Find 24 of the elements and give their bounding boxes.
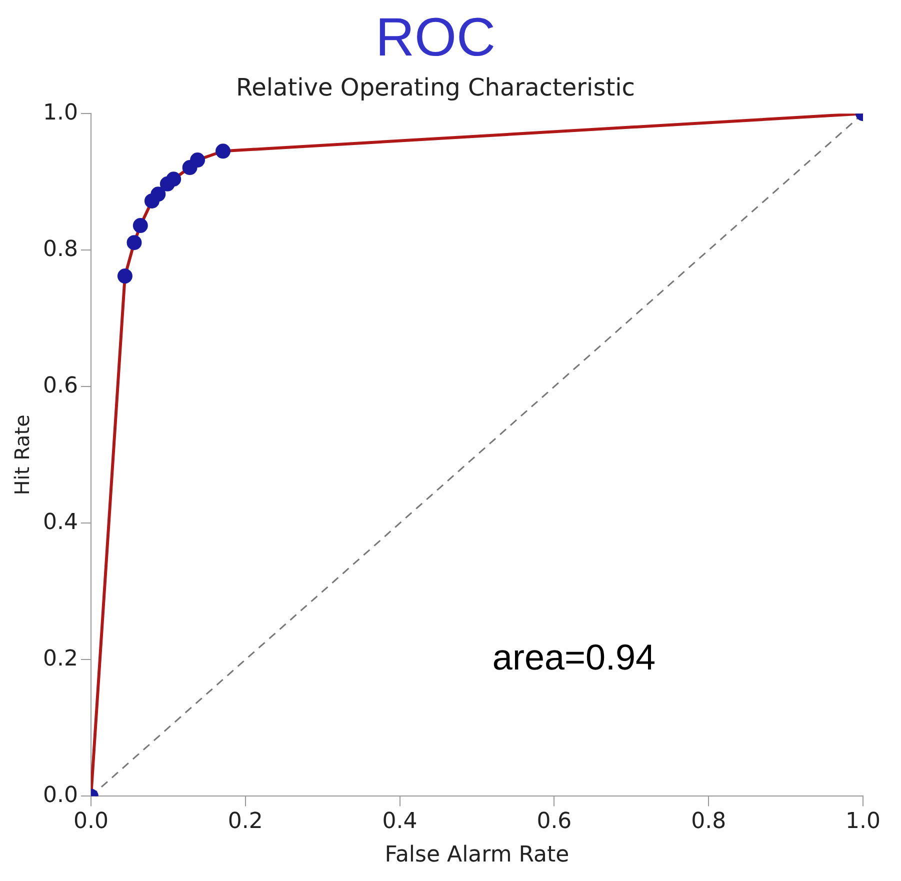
y-tick-label: 1.0 <box>42 100 78 126</box>
point <box>126 235 142 250</box>
y-tick-label: 0.6 <box>42 373 78 398</box>
y-tick-label: 0.4 <box>42 510 78 535</box>
y-axis-title: Hit Rate <box>10 414 34 496</box>
y-tick-label: 0.2 <box>42 646 78 672</box>
x-tick-label: 0.0 <box>73 809 108 834</box>
x-tick-label: 1.0 <box>846 809 880 834</box>
chart-title: ROC <box>376 7 496 68</box>
x-tick-label: 0.2 <box>228 809 263 834</box>
point <box>166 172 182 187</box>
point <box>150 186 166 202</box>
point <box>117 268 132 284</box>
chart-subtitle: Relative Operating Characteristic <box>236 73 635 102</box>
y-tick-label: 0.0 <box>42 782 78 808</box>
point <box>216 144 230 159</box>
x-tick-label: 0.8 <box>691 809 726 834</box>
annotation: area=0.94 <box>492 636 656 678</box>
x-tick-label: 0.6 <box>536 809 572 834</box>
point <box>132 218 148 234</box>
x-axis-title: False Alarm Rate <box>384 842 570 868</box>
y-tick-label: 0.8 <box>42 236 78 262</box>
x-tick-label: 0.4 <box>382 809 418 834</box>
point <box>190 152 206 168</box>
